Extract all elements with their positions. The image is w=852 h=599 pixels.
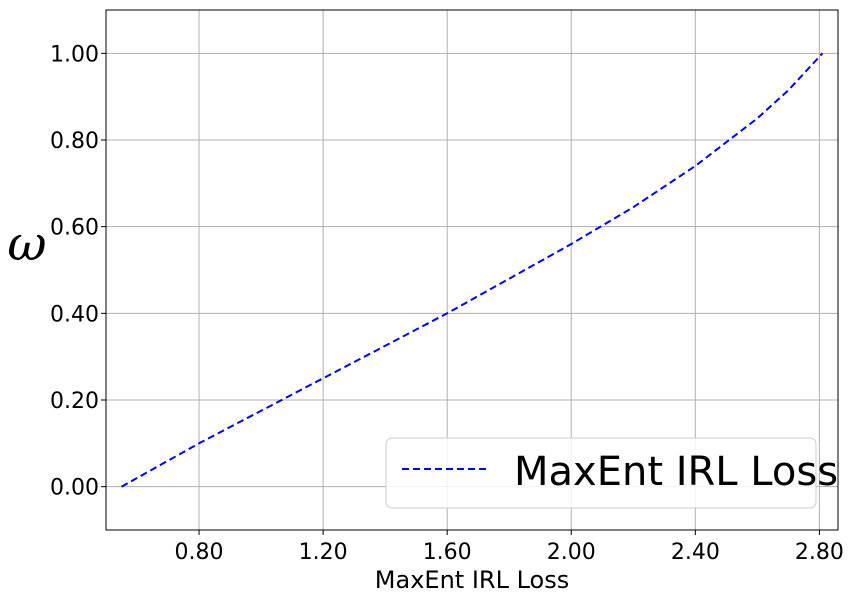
x-tick-label: 0.80 <box>175 540 224 565</box>
grid <box>106 10 838 530</box>
y-tick-label: 0.80 <box>50 129 99 154</box>
x-axis-label: MaxEnt IRL Loss <box>375 566 569 594</box>
series-line <box>121 52 824 488</box>
y-tick-label: 0.60 <box>50 216 99 241</box>
series-layer <box>121 52 824 488</box>
legend-box <box>385 437 817 509</box>
x-tick-label: 1.60 <box>423 540 472 565</box>
x-axis: 0.80 1.20 1.60 2.00 2.40 2.80 <box>175 530 844 565</box>
y-tick-label: 1.00 <box>50 42 99 67</box>
y-tick-label: 0.20 <box>50 389 99 414</box>
y-tick-label: 0.00 <box>50 476 99 501</box>
x-tick-label: 2.40 <box>671 540 720 565</box>
legend: MaxEnt IRL Loss <box>385 437 838 509</box>
y-axis: 0.00 0.20 0.40 0.60 0.80 1.00 <box>50 42 106 501</box>
x-tick-label: 2.80 <box>795 540 844 565</box>
y-axis-label: ω <box>7 216 46 272</box>
legend-label: MaxEnt IRL Loss <box>514 449 838 495</box>
plot-area <box>105 9 839 531</box>
x-tick-label: 2.00 <box>547 540 596 565</box>
x-tick-label: 1.20 <box>299 540 348 565</box>
y-tick-label: 0.40 <box>50 302 99 327</box>
